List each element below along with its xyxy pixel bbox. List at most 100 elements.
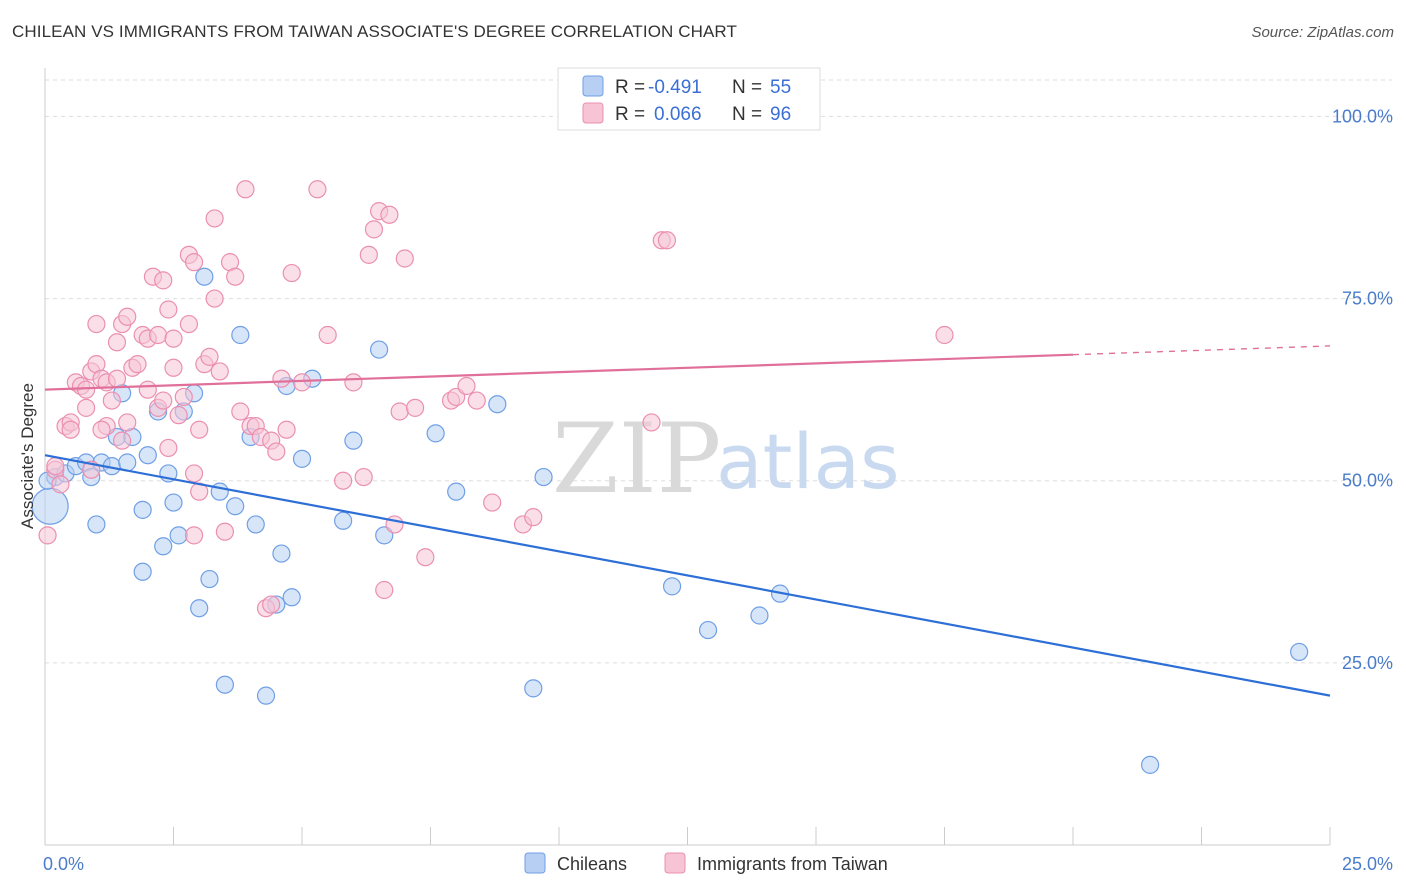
taiwan-point-37: [164, 329, 183, 348]
chilean-point-32: [256, 686, 276, 705]
taiwan-point-62: [277, 420, 296, 439]
chart-title: CHILEAN VS IMMIGRANTS FROM TAIWAN ASSOCI…: [12, 22, 737, 41]
chilean-point-13: [133, 562, 152, 581]
taiwan-point-0: [38, 526, 57, 545]
legend-n-value-2: 96: [770, 104, 791, 125]
axes: [44, 68, 1331, 846]
taiwan-point-47: [205, 209, 224, 228]
taiwan-point-33: [154, 391, 173, 410]
chilean-point-49: [698, 620, 718, 640]
taiwan-point-71: [364, 220, 384, 239]
stats-legend: R = -0.491 N = 55 R = 0.066 N = 96: [557, 67, 821, 131]
bottom-legend-label-chileans: Chileans: [557, 854, 627, 874]
chilean-point-28: [226, 497, 245, 516]
data-points: [31, 180, 1309, 774]
chilean-point-41: [370, 340, 389, 359]
taiwan-point-43: [184, 464, 204, 483]
chilean-point-23: [190, 599, 209, 618]
taiwan-point-2: [51, 475, 70, 494]
chilean-point-19: [164, 493, 183, 512]
chilean-point-44: [447, 482, 466, 501]
taiwan-point-88: [657, 231, 677, 250]
taiwan-point-20: [112, 431, 132, 450]
legend-swatch-taiwan: [582, 102, 604, 124]
chilean-point-25: [200, 569, 219, 589]
taiwan-point-67: [334, 471, 353, 490]
taiwan-point-60: [267, 442, 286, 461]
legend-r-value-2: 0.066: [654, 104, 702, 125]
taiwan-point-52: [226, 267, 245, 286]
taiwan-point-86: [642, 413, 661, 432]
x-tick-label-0: 0.0%: [43, 854, 84, 874]
taiwan-point-64: [292, 373, 312, 392]
taiwan-point-14: [87, 314, 106, 334]
taiwan-trend-line: [44, 353, 1074, 391]
taiwan-point-81: [457, 376, 476, 396]
legend-n-label-1: N =: [732, 77, 762, 98]
chilean-point-31: [246, 515, 265, 534]
taiwan-point-22: [118, 413, 137, 432]
taiwan-point-5: [61, 420, 80, 439]
chilean-point-14: [133, 500, 152, 519]
chilean-point-50: [750, 606, 769, 625]
chart-source: Source: ZipAtlas.com: [1251, 24, 1394, 41]
taiwan-point-50: [215, 522, 234, 541]
taiwan-point-73: [380, 205, 399, 224]
legend-r-label-2: R =: [615, 104, 645, 125]
taiwan-point-44: [190, 420, 209, 439]
taiwan-point-18: [107, 333, 127, 352]
taiwan-point-49: [210, 362, 229, 381]
chilean-point-34: [272, 544, 291, 563]
taiwan-point-35: [159, 438, 178, 458]
chilean-point-52: [1140, 755, 1160, 774]
y-tick-label-3: 100.0%: [1332, 106, 1393, 126]
chilean-point-15: [138, 446, 157, 465]
taiwan-point-34: [159, 300, 178, 319]
taiwan-point-54: [236, 180, 255, 199]
taiwan-point-36: [164, 358, 183, 377]
taiwan-point-85: [524, 508, 543, 527]
taiwan-point-83: [483, 493, 502, 512]
chilean-point-6: [87, 515, 106, 534]
grid-lines: [45, 79, 1392, 664]
chilean-point-37: [292, 449, 312, 468]
chilean-point-17: [154, 537, 173, 556]
chilean-point-36: [282, 588, 301, 607]
taiwan-point-82: [467, 391, 486, 410]
chilean-point-40: [344, 431, 363, 450]
bottom-legend-swatch-chileans: [524, 852, 546, 874]
y-tick-labels: 25.0% 50.0% 75.0% 100.0%: [1332, 106, 1393, 672]
y-tick-label-2: 75.0%: [1342, 289, 1393, 309]
taiwan-point-69: [354, 467, 373, 487]
taiwan-point-28: [138, 380, 157, 399]
taiwan-point-65: [308, 180, 327, 199]
taiwan-point-53: [231, 402, 250, 421]
chilean-point-20: [169, 526, 188, 545]
chilean-point-53: [1290, 642, 1309, 662]
watermark-zip: ZIP: [552, 403, 721, 515]
taiwan-point-70: [359, 245, 378, 264]
taiwan-point-66: [318, 325, 337, 345]
chilean-point-43: [426, 424, 445, 443]
legend-n-label-2: N =: [732, 104, 762, 125]
chilean-point-0: [31, 487, 69, 525]
taiwan-point-19: [107, 369, 127, 388]
chilean-point-24: [195, 267, 214, 286]
x-tick-labels: 0.0% 25.0%: [43, 854, 1393, 874]
taiwan-point-77: [405, 398, 425, 417]
taiwan-point-91: [184, 526, 204, 545]
taiwan-point-93: [46, 457, 65, 476]
taiwan-trend-extension: [1072, 345, 1331, 356]
trend-lines: [44, 345, 1331, 697]
y-tick-label-0: 25.0%: [1342, 653, 1393, 673]
legend-r-value-1: -0.491: [648, 77, 702, 98]
taiwan-point-61: [272, 369, 291, 388]
taiwan-point-39: [174, 387, 193, 407]
taiwan-point-23: [118, 307, 137, 326]
chilean-point-45: [488, 395, 507, 414]
taiwan-point-46: [200, 347, 219, 366]
y-axis-title: Associate's Degree: [18, 383, 37, 529]
bottom-legend-label-taiwan: Immigrants from Taiwan: [697, 854, 888, 874]
taiwan-point-42: [184, 253, 204, 272]
